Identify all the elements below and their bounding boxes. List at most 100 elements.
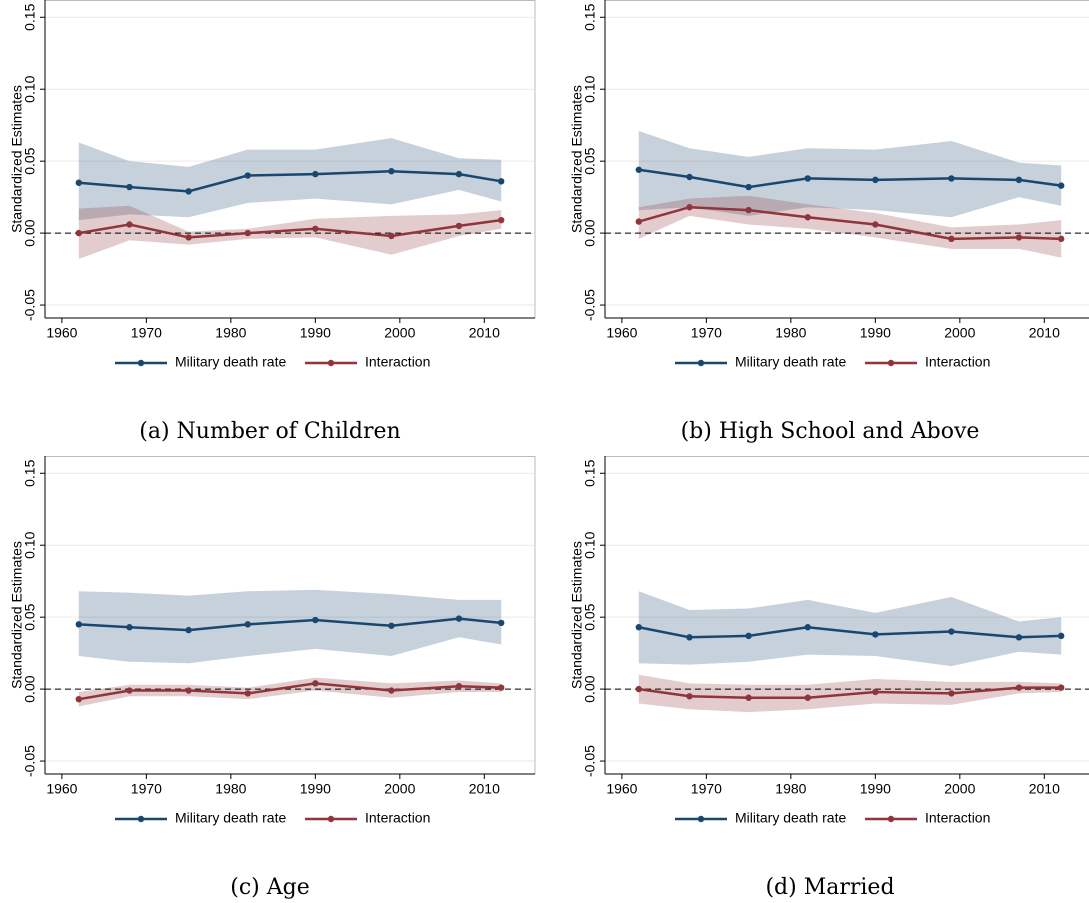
panel-caption: (b) High School and Above [681,419,980,444]
series-line [78,617,502,632]
series-point [126,624,133,631]
y-tick-label: -0.05 [582,289,598,321]
series-point [244,172,251,179]
legend-marker [887,359,895,367]
x-tick-label: 2010 [1029,325,1060,341]
panel-caption: (c) Age [230,875,309,900]
series-point [75,229,82,237]
y-tick-label: 0.15 [582,459,598,486]
y-axis-title: Standardized Estimates [9,85,25,233]
y-tick-label: 0.05 [582,147,598,174]
legend-label: Military death rate [175,354,286,370]
series-point [1058,235,1065,243]
legend-label: Interaction [365,354,430,370]
panel-caption: (a) Number of Children [139,419,400,444]
series-point [455,170,463,178]
series-point [686,173,693,181]
series-point [1058,182,1065,189]
series-line [638,205,1062,241]
x-tick-label: 2000 [384,781,415,797]
x-tick-label: 2010 [1029,781,1060,797]
confidence-band [638,591,1062,667]
series-line [78,682,502,701]
y-tick-label: -0.05 [22,289,38,321]
series-point [635,685,642,693]
x-tick-label: 1980 [775,781,806,797]
series-point [745,206,752,214]
confidence-band [78,205,502,260]
x-tick-label: 2010 [469,325,500,341]
y-tick-label: 0.10 [22,75,38,102]
series-point [185,626,192,634]
confidence-band [78,589,502,664]
legend-marker [697,359,705,367]
series-point [498,684,505,691]
series-point [1015,634,1023,641]
legend-label: Military death rate [175,810,286,826]
x-tick-label: 1960 [606,781,637,797]
legend-label: Interaction [925,354,990,370]
series-line [638,686,1062,699]
x-tick-label: 2010 [469,781,500,797]
x-tick-label: 1990 [860,781,891,797]
series-point [185,188,192,195]
y-axis-title: Standardized Estimates [9,541,25,689]
x-tick-label: 1990 [300,781,331,797]
y-tick-label: 0.00 [22,219,38,246]
legend-marker [137,815,145,823]
series-point [1015,176,1023,184]
panel: -0.05 0.00 0.05 0.10 0.15 1960 1970 1980 1990 200… [9,456,536,900]
confidence-band [638,195,1062,258]
x-tick-label: 1980 [215,781,246,797]
legend-marker [327,815,335,823]
x-tick-label: 1970 [691,325,722,341]
confidence-band [638,130,1062,218]
series-point [312,225,319,232]
series-point [498,619,505,627]
series-line [78,169,502,193]
legend-marker [137,359,145,367]
y-tick-label: 0.05 [582,603,598,630]
series-line [638,625,1062,639]
series-point [948,628,955,635]
series-point [75,621,82,628]
x-tick-label: 1990 [300,325,331,341]
legend-marker [697,815,705,823]
series-point [948,690,955,697]
y-tick-label: 0.10 [582,531,598,558]
series-point [804,214,811,221]
confidence-band [78,677,502,707]
x-tick-label: 2000 [944,325,975,341]
y-axis-title: Standardized Estimates [569,541,585,689]
series-point [1058,632,1065,640]
series-point [75,695,82,703]
y-tick-label: -0.05 [22,745,38,777]
series-point [804,175,811,182]
series-point [244,690,251,697]
y-tick-label: 0.10 [582,75,598,102]
x-tick-label: 1960 [606,325,637,341]
series-point [1015,684,1023,691]
series-point [745,183,752,191]
y-tick-label: 0.15 [582,3,598,30]
series-point [126,221,133,228]
series-point [388,687,395,694]
panel: -0.05 0.00 0.05 0.10 0.15 1960 1970 1980 1990 200… [569,0,1089,444]
series-point [244,621,251,628]
series-point [635,624,642,631]
x-tick-label: 1970 [131,781,162,797]
series-point [498,216,505,224]
series-point [686,204,693,211]
series-point [686,634,693,641]
legend-marker [887,815,895,823]
series-point [635,166,642,173]
series-point [312,170,319,178]
series-line [638,168,1062,189]
x-tick-label: 1970 [131,325,162,341]
series-point [948,175,955,182]
series-point [455,683,463,690]
y-tick-label: 0.15 [22,3,38,30]
series-point [244,229,251,237]
